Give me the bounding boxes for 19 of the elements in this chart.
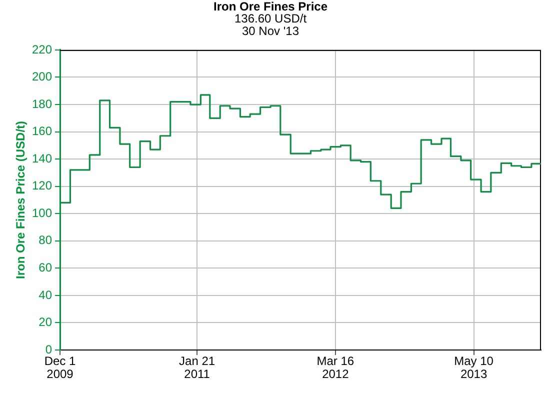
- y-tick-label: 80: [38, 233, 52, 248]
- y-tick-label: 120: [32, 178, 52, 193]
- y-tick-label: 40: [38, 288, 52, 302]
- y-tick-label: 20: [38, 315, 52, 330]
- x-tick-label: May 10 2013: [454, 354, 494, 382]
- y-tick-label: 140: [32, 151, 52, 166]
- x-tick-label: Mar 16 2012: [316, 354, 354, 382]
- y-tick-label: 160: [32, 124, 52, 138]
- x-tick-label: Jan 21 2011: [179, 354, 216, 382]
- y-tick-label: 220: [32, 42, 52, 56]
- chart-subtitle: 136.60 USD/t 30 Nov '13: [234, 12, 308, 38]
- y-tick-label: 0: [45, 342, 52, 356]
- y-axis-title: Iron Ore Fines Price (USD/t): [14, 120, 28, 280]
- y-tick-label: 60: [38, 260, 52, 274]
- chart-title: Iron Ore Fines Price: [213, 0, 328, 14]
- x-tick-label: Dec 1 2009: [44, 354, 76, 382]
- y-tick-label: 200: [32, 70, 52, 84]
- y-tick-label: 180: [32, 96, 52, 111]
- y-tick-label: 100: [32, 206, 52, 220]
